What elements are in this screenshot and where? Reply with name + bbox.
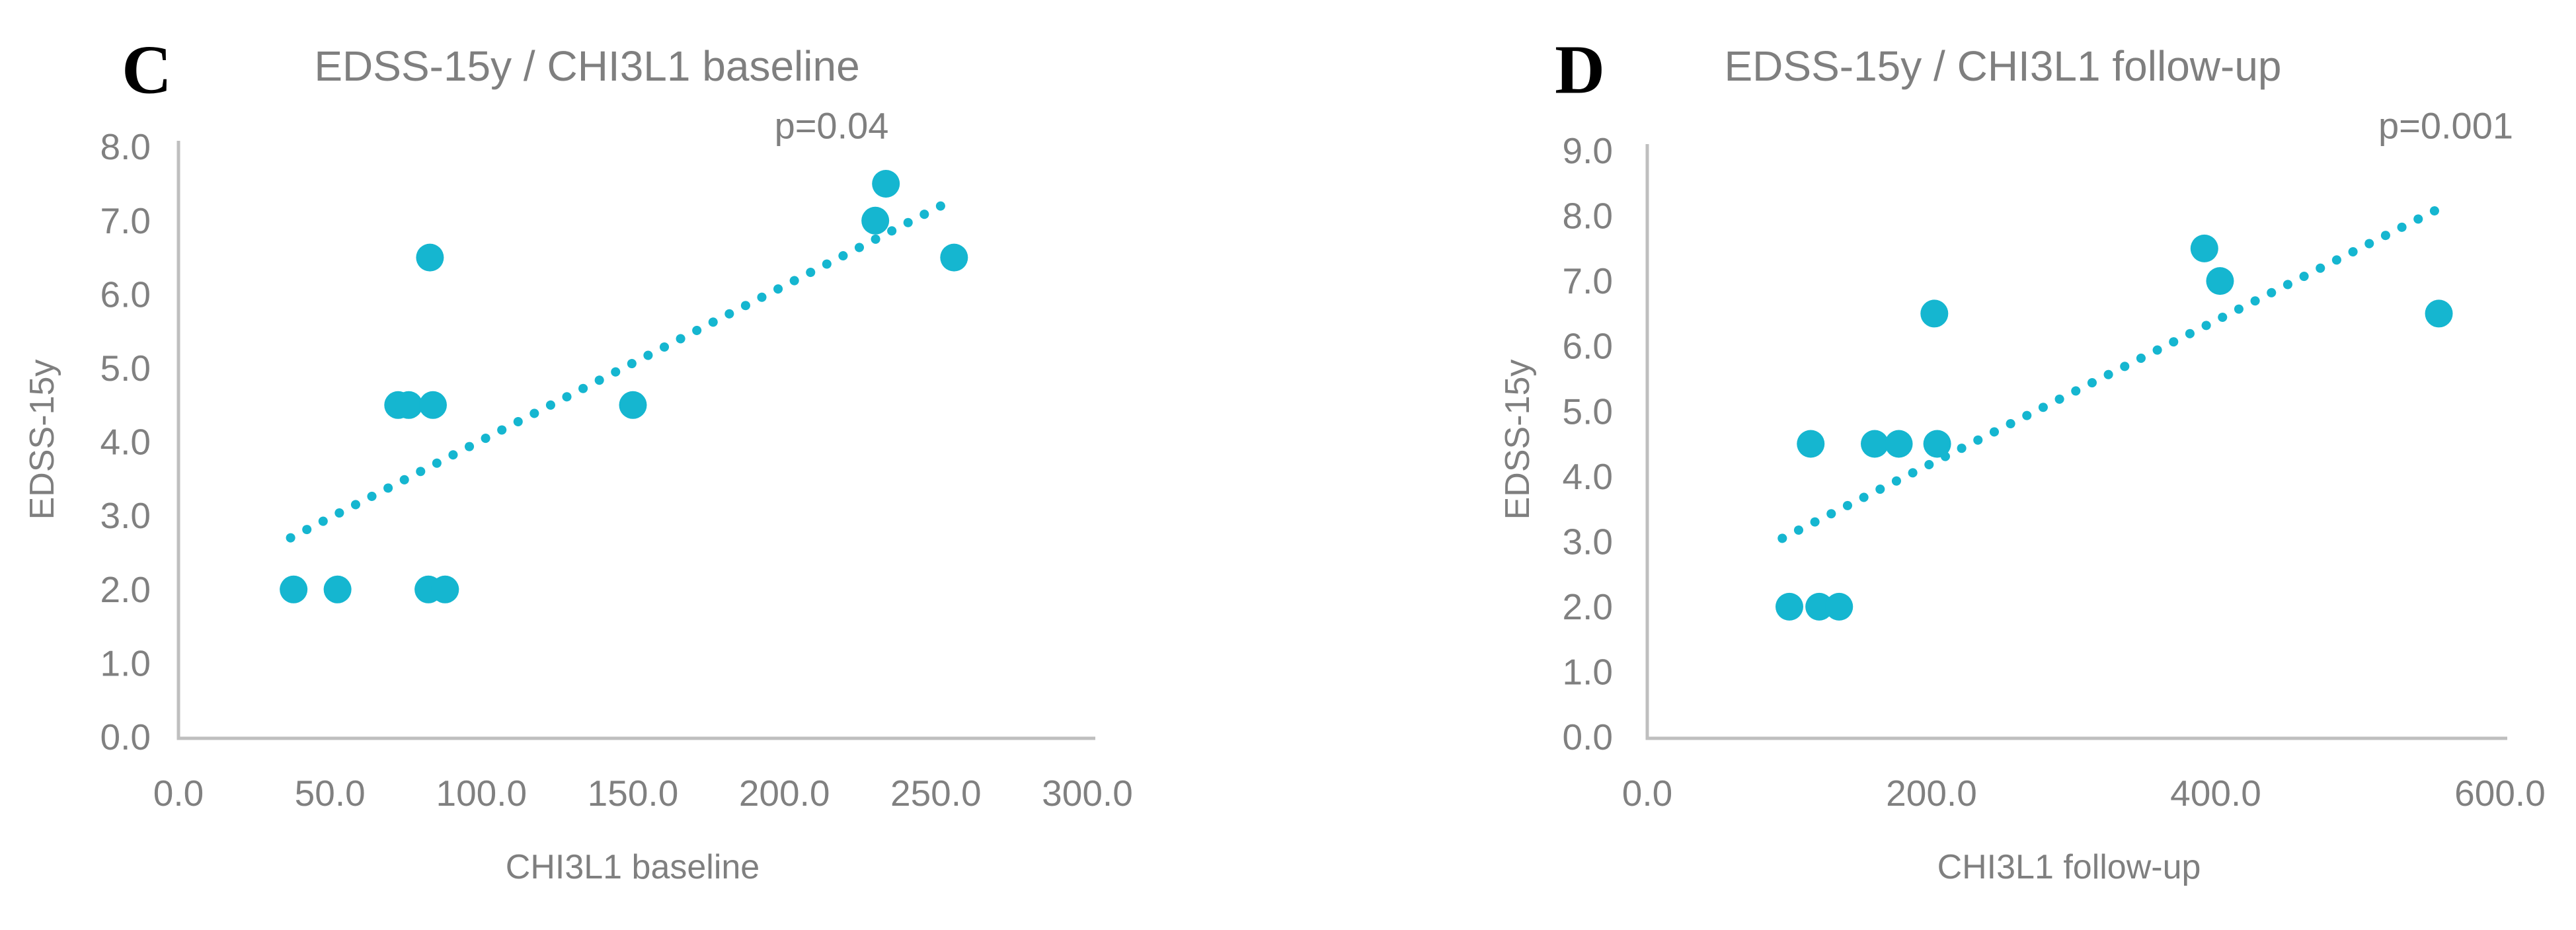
x-tick-label: 400.0 [2170, 773, 2261, 814]
data-point [395, 391, 423, 419]
chart-title-d: EDSS-15y / CHI3L1 follow-up [1724, 42, 2281, 90]
p-value-c: p=0.04 [775, 105, 889, 147]
x-tick-label: 200.0 [739, 773, 830, 814]
axis-lines [176, 141, 1095, 740]
y-tick-label: 2.0 [1563, 586, 1613, 627]
data-point [872, 170, 900, 198]
x-tick-label: 600.0 [2454, 773, 2546, 814]
y-tick-label: 9.0 [1563, 130, 1613, 171]
y-tick-label: 3.0 [100, 495, 151, 536]
x-tick-label: 50.0 [295, 773, 366, 814]
y-tick-label: 2.0 [100, 569, 151, 610]
y-tick-label: 7.0 [100, 200, 151, 241]
data-point [416, 243, 444, 272]
data-point [1805, 592, 1834, 621]
data-point [1885, 430, 1913, 458]
panel-letter-d: D [1555, 31, 1605, 108]
data-point [1923, 430, 1951, 458]
trendline [286, 197, 953, 543]
p-value-d: p=0.001 [2378, 105, 2513, 147]
panel-d: D EDSS-15y / CHI3L1 follow-up p=0.001 CH… [1499, 31, 2546, 887]
trendline [1777, 204, 2442, 543]
data-point [619, 391, 647, 419]
y-tick-label: 1.0 [100, 642, 151, 683]
y-axis-title-c: EDSS-15y [23, 360, 61, 520]
data-point [431, 575, 459, 603]
y-axis-title-d: EDSS-15y [1499, 360, 1537, 520]
x-tick-label: 200.0 [1886, 773, 1977, 814]
data-point [323, 575, 352, 603]
y-tick-label: 8.0 [100, 126, 151, 167]
x-tick-label: 100.0 [436, 773, 527, 814]
data-point [418, 391, 447, 419]
panel-letter-c: C [122, 31, 172, 108]
y-tick-label: 1.0 [1563, 651, 1613, 692]
axis-lines [1645, 144, 2507, 740]
y-tick-label: 6.0 [100, 274, 151, 315]
y-tick-label: 4.0 [100, 422, 151, 463]
x-tick-label: 250.0 [890, 773, 982, 814]
y-tick-label: 0.0 [1563, 717, 1613, 757]
y-tick-label: 7.0 [1563, 260, 1613, 301]
data-point [2206, 267, 2234, 295]
data-point [2425, 299, 2453, 328]
data-point [861, 206, 890, 235]
x-axis-title-c: CHI3L1 baseline [506, 848, 760, 886]
plot-area-d: 0.0 200.0 400.0 600.0 0.0 1.0 2.0 3.0 4.0 5.0 6.0 7… [1563, 130, 2546, 814]
y-tick-label: 6.0 [1563, 326, 1613, 367]
x-tick-label: 300.0 [1042, 773, 1133, 814]
plot-area-c: 0.0 50.0 100.0 150.0 200.0 250.0 300.0 0.0 1.0 2.… [100, 126, 1133, 814]
data-point [1776, 592, 1803, 621]
data-point [1797, 430, 1825, 458]
data-point [2190, 234, 2218, 262]
x-axis-title-d: CHI3L1 follow-up [1937, 848, 2201, 886]
data-point [1920, 299, 1949, 328]
y-tick-label: 8.0 [1563, 196, 1613, 237]
data-point [940, 243, 968, 272]
x-tick-label: 0.0 [153, 773, 204, 814]
panel-c: C EDSS-15y / CHI3L1 baseline p=0.04 CHI3… [23, 31, 1133, 887]
y-tick-label: 5.0 [100, 348, 151, 389]
y-tick-label: 4.0 [1563, 456, 1613, 497]
y-tick-label: 3.0 [1563, 521, 1613, 562]
data-point [1861, 430, 1889, 458]
y-tick-label: 5.0 [1563, 391, 1613, 432]
data-point [280, 575, 308, 603]
y-tick-label: 0.0 [100, 717, 151, 757]
x-tick-label: 0.0 [1622, 773, 1672, 814]
x-tick-label: 150.0 [588, 773, 679, 814]
chart-title-c: EDSS-15y / CHI3L1 baseline [314, 42, 859, 90]
data-point [1825, 592, 1854, 621]
